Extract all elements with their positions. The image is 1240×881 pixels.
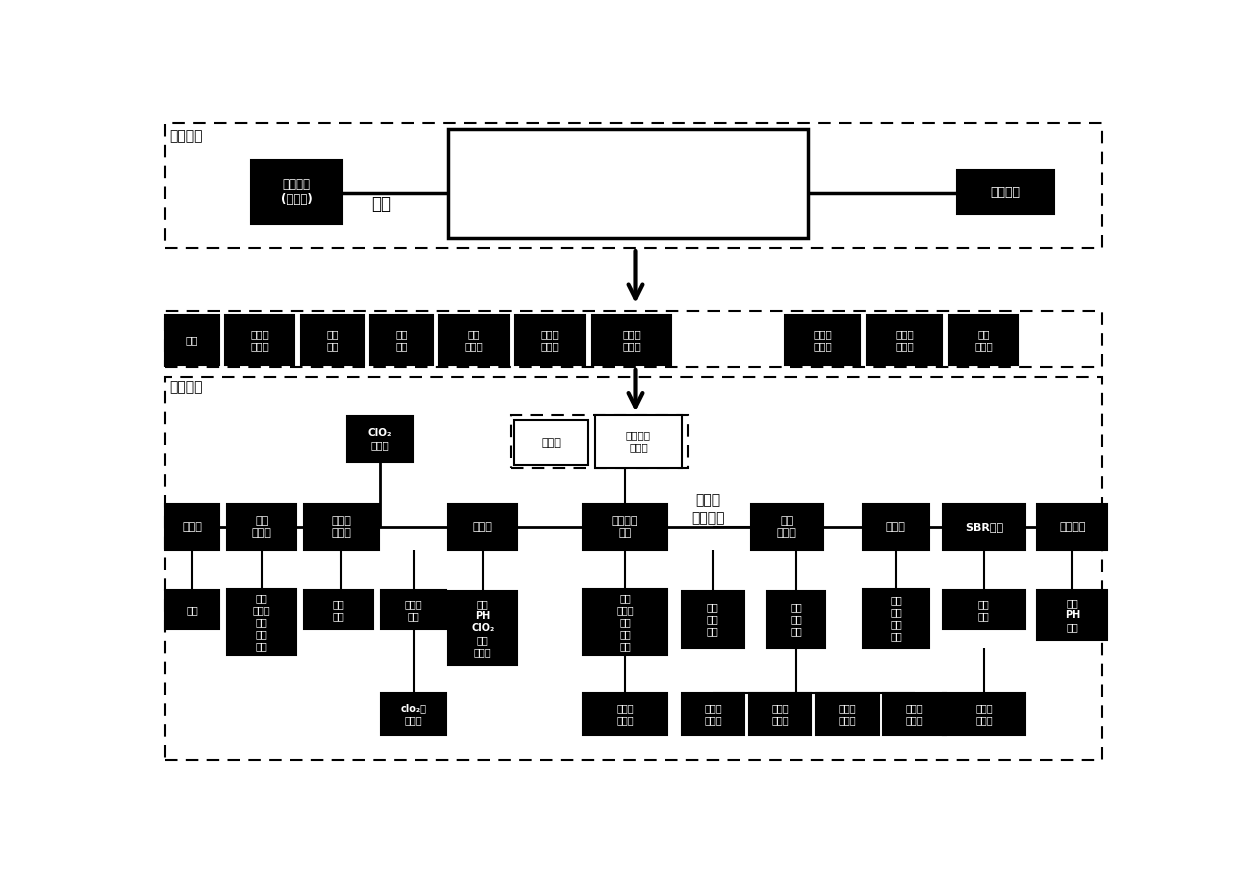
Text: 回用水池: 回用水池 xyxy=(1059,522,1085,532)
Text: 净水
设备: 净水 设备 xyxy=(326,329,339,351)
Text: 消防用水: 消防用水 xyxy=(579,157,610,170)
Bar xyxy=(347,416,413,462)
Bar xyxy=(816,693,879,736)
Bar xyxy=(1037,590,1107,640)
Bar xyxy=(883,693,946,736)
Text: 上水远
程控制: 上水远 程控制 xyxy=(771,703,789,725)
Bar xyxy=(682,591,744,648)
Bar xyxy=(583,693,667,736)
Bar xyxy=(439,315,508,365)
Bar xyxy=(381,590,446,629)
Text: 消毒
设备: 消毒 设备 xyxy=(396,329,408,351)
Text: 效率
压力
流量
电量: 效率 压力 流量 电量 xyxy=(890,596,901,641)
Text: 客车上水: 客车上水 xyxy=(579,204,610,218)
Bar xyxy=(785,315,861,365)
Text: 清水池: 清水池 xyxy=(472,522,492,532)
Text: 液位
PH
浓度: 液位 PH 浓度 xyxy=(1065,598,1080,632)
Text: 余氯
压力
流量: 余氯 压力 流量 xyxy=(707,603,719,637)
Bar xyxy=(304,590,373,629)
Text: 客车上
水设备: 客车上 水设备 xyxy=(622,329,641,351)
Text: 脱管安
全卡控: 脱管安 全卡控 xyxy=(838,703,856,725)
Bar xyxy=(165,377,1101,760)
Bar xyxy=(250,160,342,225)
Text: 流量
电量: 流量 电量 xyxy=(978,599,990,621)
Bar xyxy=(583,504,667,550)
Bar xyxy=(768,591,825,648)
Bar xyxy=(165,122,1101,248)
Text: 泵的远
程控制: 泵的远 程控制 xyxy=(906,703,924,725)
Text: 投药量
电量: 投药量 电量 xyxy=(404,599,423,621)
Text: 储水
构筑物: 储水 构筑物 xyxy=(465,329,484,351)
Bar xyxy=(227,504,296,550)
Bar xyxy=(165,590,219,629)
Bar xyxy=(863,504,929,550)
Bar xyxy=(304,504,379,550)
Bar xyxy=(165,311,1101,366)
Bar xyxy=(301,315,363,365)
Bar xyxy=(942,504,1024,550)
Text: 污水排放: 污水排放 xyxy=(991,186,1021,199)
Text: 效率
真空度
压力
流量
电量: 效率 真空度 压力 流量 电量 xyxy=(616,593,634,651)
Text: 水源: 水源 xyxy=(186,335,198,344)
Text: 深井
潜水泵: 深井 潜水泵 xyxy=(252,516,272,538)
Text: 流量
电量
管管: 流量 电量 管管 xyxy=(790,603,802,637)
Bar xyxy=(381,693,446,736)
Bar xyxy=(529,142,660,186)
Text: 消防或
生活用水: 消防或 生活用水 xyxy=(691,493,724,525)
Text: 阀的远
程控制: 阀的远 程控制 xyxy=(704,703,722,725)
Bar xyxy=(529,189,660,233)
Bar xyxy=(863,589,929,648)
Text: 高位水池
或水塔: 高位水池 或水塔 xyxy=(626,431,651,453)
Bar xyxy=(957,170,1054,214)
Bar xyxy=(867,315,942,365)
Bar xyxy=(583,589,667,655)
Text: 设备远
程控制: 设备远 程控制 xyxy=(975,703,993,725)
Bar xyxy=(751,504,823,550)
Bar xyxy=(448,130,808,238)
Text: clo₂远
程控制: clo₂远 程控制 xyxy=(401,703,427,725)
Text: 给水加
压设备: 给水加 压设备 xyxy=(250,329,269,351)
Bar xyxy=(942,693,1024,736)
Text: 监控模块: 监控模块 xyxy=(170,130,203,144)
Text: 潜污泵: 潜污泵 xyxy=(887,522,906,532)
Bar xyxy=(593,315,671,365)
Text: 集水井: 集水井 xyxy=(182,522,202,532)
Text: 污水
构筑物: 污水 构筑物 xyxy=(973,329,993,351)
Bar xyxy=(1037,504,1107,550)
Bar xyxy=(448,504,517,550)
Text: 液位
PH
ClO₂
浓度
溶解氧: 液位 PH ClO₂ 浓度 溶解氧 xyxy=(471,599,495,657)
Bar xyxy=(942,590,1024,629)
Bar xyxy=(516,315,584,365)
Bar xyxy=(511,415,688,468)
Bar xyxy=(448,591,517,665)
Text: 变频供水
设备: 变频供水 设备 xyxy=(611,516,639,538)
Bar xyxy=(682,693,744,736)
Text: ClO₂
发生器: ClO₂ 发生器 xyxy=(367,428,392,450)
Text: 录音给水
(给水泵): 录音给水 (给水泵) xyxy=(281,178,312,206)
Bar xyxy=(371,315,433,365)
Text: 液位: 液位 xyxy=(186,604,198,615)
Bar xyxy=(515,420,589,465)
Text: 排水加
压设备: 排水加 压设备 xyxy=(813,329,832,351)
Bar xyxy=(595,415,682,468)
Bar xyxy=(227,589,296,655)
Text: 泵的远
程控制: 泵的远 程控制 xyxy=(616,703,634,725)
Text: 给水加
压设备: 给水加 压设备 xyxy=(541,329,559,351)
Text: 客车
上水柱: 客车 上水柱 xyxy=(777,516,797,538)
Bar xyxy=(749,693,811,736)
Text: 流量
电量: 流量 电量 xyxy=(332,599,345,621)
Bar xyxy=(165,504,219,550)
Text: SBR设备: SBR设备 xyxy=(965,522,1003,532)
Text: 监控节点: 监控节点 xyxy=(170,381,203,395)
Text: 污水处
理设备: 污水处 理设备 xyxy=(895,329,914,351)
Text: 一体化
净水器: 一体化 净水器 xyxy=(331,516,351,538)
Bar xyxy=(165,315,219,365)
Text: 效率
真空度
压力
流量
电量: 效率 真空度 压力 流量 电量 xyxy=(253,593,270,651)
Bar xyxy=(226,315,294,365)
Text: 管网: 管网 xyxy=(371,195,391,213)
Text: 高心泵: 高心泵 xyxy=(542,438,562,448)
Bar xyxy=(949,315,1018,365)
